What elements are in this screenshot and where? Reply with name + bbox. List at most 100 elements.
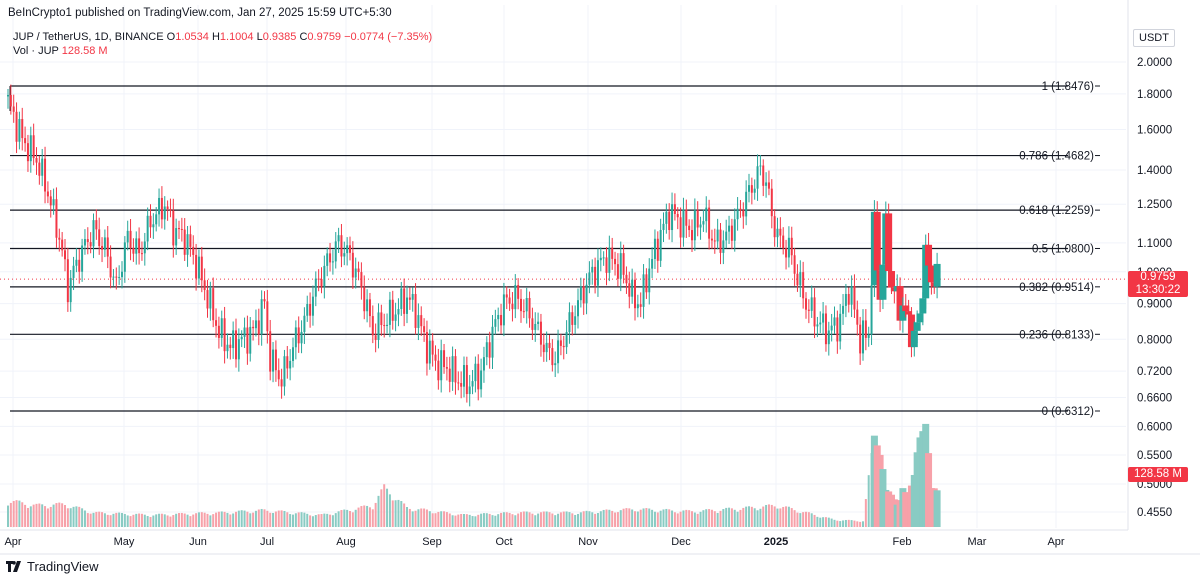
candle-body	[645, 274, 648, 293]
candle-body	[665, 211, 668, 224]
volume-bar	[260, 508, 263, 527]
volume-bar	[126, 515, 129, 527]
volume-bar	[736, 511, 739, 527]
candle-body	[579, 286, 582, 301]
volume-bar	[377, 495, 380, 527]
candle-body	[676, 214, 679, 218]
volume-bar	[839, 521, 842, 527]
volume-bar	[827, 517, 830, 527]
footer-brand[interactable]: TradingView	[6, 559, 99, 574]
candle-body	[534, 323, 537, 330]
candle-body	[46, 191, 49, 197]
volume-bar	[517, 513, 520, 527]
volume-bar	[178, 513, 180, 527]
candle-body	[899, 305, 907, 321]
volume-bar	[676, 513, 679, 527]
candle-body	[574, 316, 577, 325]
candle-body	[785, 248, 788, 258]
candle-body	[528, 298, 531, 319]
volume-bar	[283, 510, 286, 527]
candle-body	[691, 230, 693, 241]
volume-bar	[548, 512, 551, 527]
candle-body	[423, 326, 426, 333]
volume-bar	[195, 513, 198, 527]
volume-bar	[539, 512, 542, 527]
volume-bar	[397, 499, 400, 527]
volume-bar	[867, 475, 870, 527]
volume-bar	[215, 512, 218, 527]
candle-body	[18, 119, 21, 142]
candle-body	[659, 229, 662, 261]
candle-body	[437, 360, 440, 381]
volume-bar	[138, 513, 141, 527]
y-tick-label: 0.6000	[1137, 421, 1172, 433]
volume-bar	[565, 511, 568, 527]
volume-legend: Vol · JUP 128.58 M	[13, 45, 108, 57]
x-axis-labels: Apr May Jun Jul Aug Sep Oct Nov Dec 2025 Feb Mar Apr	[4, 536, 1064, 548]
volume-bar	[388, 494, 391, 527]
volume-bar	[434, 513, 437, 527]
volume-bar	[793, 510, 796, 527]
volume-bar	[850, 520, 853, 527]
symbol-name[interactable]: JUP / TetherUS, 1D, BINANCE	[13, 31, 164, 43]
y-tick-label: 0.6600	[1137, 392, 1172, 404]
volume-bar	[787, 506, 790, 527]
candle-body	[733, 219, 736, 241]
candle-body	[539, 321, 542, 345]
candle-body	[673, 204, 676, 215]
volume-bar	[38, 503, 41, 527]
volume-bar	[693, 512, 696, 527]
candle-body	[72, 265, 75, 278]
candle-body	[357, 268, 360, 273]
candle-body	[15, 111, 18, 142]
volume-bar	[172, 515, 175, 527]
volume-bar	[272, 512, 275, 527]
candle-body	[790, 237, 793, 256]
candle-body	[910, 330, 918, 348]
volume-bar	[300, 512, 303, 527]
candle-body	[386, 324, 389, 327]
volume-bar	[411, 511, 414, 527]
candle-body	[879, 264, 887, 300]
candle-body	[822, 313, 825, 323]
volume-bar	[514, 515, 517, 527]
candle-body	[585, 284, 588, 304]
candle-body	[371, 316, 374, 336]
candle-body	[337, 235, 340, 242]
volume-bar	[656, 512, 659, 527]
candle-body	[480, 370, 483, 390]
volume-bar	[756, 510, 759, 527]
volume-bar	[753, 508, 756, 527]
volume-bar	[106, 514, 109, 527]
candle-body	[280, 379, 283, 387]
volume-bar	[440, 511, 443, 527]
y-tick-label: 1.2500	[1137, 199, 1172, 211]
volume-bar	[92, 512, 95, 527]
volume-bar	[374, 502, 377, 527]
volume-bar	[314, 515, 317, 527]
high-label: H	[211, 31, 220, 43]
volume-bar	[725, 507, 728, 527]
volume-bar	[853, 520, 856, 527]
volume-bar	[155, 514, 158, 527]
volume-bar	[75, 506, 78, 527]
candle-body	[81, 245, 84, 272]
candle-body	[662, 223, 665, 230]
candle-body	[123, 242, 126, 272]
currency-selector[interactable]: USDT	[1133, 29, 1175, 47]
volume-bar	[770, 504, 773, 527]
volume-bar	[528, 512, 531, 527]
volume-label[interactable]: Vol · JUP	[13, 45, 59, 57]
candle-body	[873, 211, 881, 271]
candle-body	[619, 253, 622, 279]
candle-body	[383, 325, 386, 327]
volume-bar	[639, 509, 642, 527]
candle-body	[434, 354, 437, 361]
candle-body	[719, 229, 722, 253]
volume-bar	[722, 509, 725, 527]
candle-body	[474, 363, 477, 382]
fib-level-label: 0.5 (1.0800)	[1032, 243, 1094, 255]
volume-bar	[46, 508, 49, 527]
volume-bar	[21, 502, 24, 527]
candle-body	[403, 288, 406, 314]
